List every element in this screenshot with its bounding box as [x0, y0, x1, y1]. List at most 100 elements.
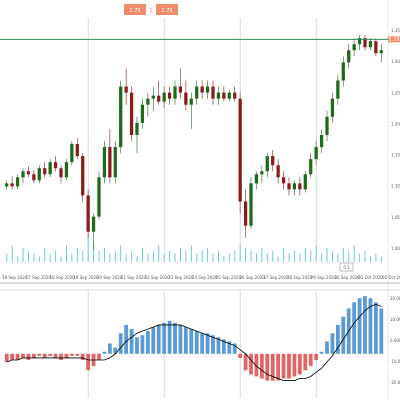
volume-bar [256, 253, 257, 262]
volume-bar [38, 256, 40, 262]
volume-bar [28, 250, 29, 262]
candle-body [292, 183, 297, 190]
candle-body [222, 92, 226, 99]
volume-bar [169, 250, 171, 262]
histogram-bar [254, 353, 259, 377]
histogram-bar [151, 327, 156, 354]
candle-body [140, 104, 145, 123]
volume-bar [337, 253, 339, 262]
histogram-bar [15, 353, 20, 360]
histogram-bar [276, 353, 281, 381]
volume-bar [152, 250, 154, 262]
histogram-bar [31, 353, 36, 358]
scroll-badge-box[interactable] [339, 262, 354, 272]
volume-bar [109, 253, 111, 262]
volume-bar [158, 245, 160, 262]
volume-bar [218, 250, 219, 262]
volume-bar [359, 253, 361, 262]
volume-bar [277, 256, 279, 262]
bid-badge[interactable] [124, 4, 146, 15]
scroll-badge[interactable]: 0 1 [339, 262, 354, 272]
volume-bar [239, 245, 241, 262]
volume-bar [163, 253, 165, 262]
histogram-bar [259, 353, 264, 379]
volume-bar [304, 248, 306, 262]
candle-body [129, 92, 134, 135]
price-y-axis: 1.35 1.30 1.25 1.20 1.15 1.10 1.05 1.00 [391, 28, 400, 251]
candle-body [53, 162, 58, 169]
candle-body [102, 147, 107, 178]
candle-body [325, 116, 329, 135]
volume-bar [364, 250, 366, 262]
volume-bar [76, 248, 78, 262]
histogram-bar [178, 324, 183, 354]
price-tick-label: 1.20 [391, 121, 400, 126]
candle-body [43, 168, 47, 175]
histogram-bar [80, 353, 85, 360]
volume-bar [180, 248, 181, 262]
time-tick-label: 17 Sep 2020 [26, 275, 52, 280]
time-tick-label: 22 Sep 2020 [145, 275, 171, 280]
histogram-bar [189, 329, 194, 354]
candle-body [368, 41, 373, 48]
volume-bar [223, 256, 225, 262]
candle-body [135, 122, 139, 135]
histogram-bar [368, 298, 373, 354]
scroll-badge-label: 0 1 [343, 265, 350, 270]
volume-bar [310, 250, 312, 262]
candle-body [26, 171, 31, 175]
bid-ask-widget[interactable]: 1.78 1 1.78 [124, 4, 178, 15]
candle-body [357, 38, 362, 45]
histogram-bar [341, 316, 346, 354]
histogram-bar [26, 353, 31, 360]
histogram-bar [48, 353, 53, 356]
histogram-bar [42, 353, 47, 358]
histogram-bar [319, 351, 324, 354]
volume-bar [234, 250, 236, 262]
candle-body [81, 156, 85, 196]
volume-bar [131, 250, 133, 262]
histogram-bar [330, 333, 335, 354]
volume-bar [299, 253, 301, 262]
candle-body [32, 174, 36, 181]
histogram-bar [113, 347, 118, 354]
histogram-bar [265, 353, 270, 381]
candle-body [352, 44, 356, 51]
candle-body [254, 174, 259, 184]
candle-body [227, 92, 231, 99]
candle-body [5, 183, 9, 187]
histogram-bar [53, 353, 58, 358]
histogram-bar [194, 331, 199, 354]
histogram-bar [4, 353, 9, 363]
histogram-bar [129, 329, 134, 354]
histogram-bar [37, 353, 42, 356]
time-tick-label: 02 Oct 2020 [382, 275, 400, 280]
volume-bar [33, 253, 35, 262]
candle-body [119, 86, 123, 148]
ask-badge[interactable] [156, 4, 178, 15]
histogram-bar [10, 353, 15, 360]
histogram-bar [363, 296, 367, 354]
current-price-label: 1.39 [388, 37, 399, 43]
candle-body [330, 98, 335, 117]
candle-body [238, 98, 242, 202]
volume-bar [82, 250, 84, 262]
candle-body [379, 50, 383, 54]
time-tick-label: 24 Sep 2020 [192, 275, 218, 280]
candle-body [233, 92, 237, 99]
histogram-bar [183, 327, 188, 354]
volume-bar [294, 250, 295, 262]
histogram-bar [227, 341, 232, 354]
volume-bar [370, 256, 371, 262]
histogram-bar [292, 353, 297, 377]
histogram-bar [145, 331, 150, 354]
volume-bar [60, 256, 62, 262]
candle-body [260, 171, 264, 175]
volume-bar [142, 248, 143, 262]
macd-signal-line [6, 303, 382, 381]
volume-bar [266, 253, 268, 262]
histogram-bar [357, 298, 362, 354]
volume-bar [120, 245, 122, 262]
